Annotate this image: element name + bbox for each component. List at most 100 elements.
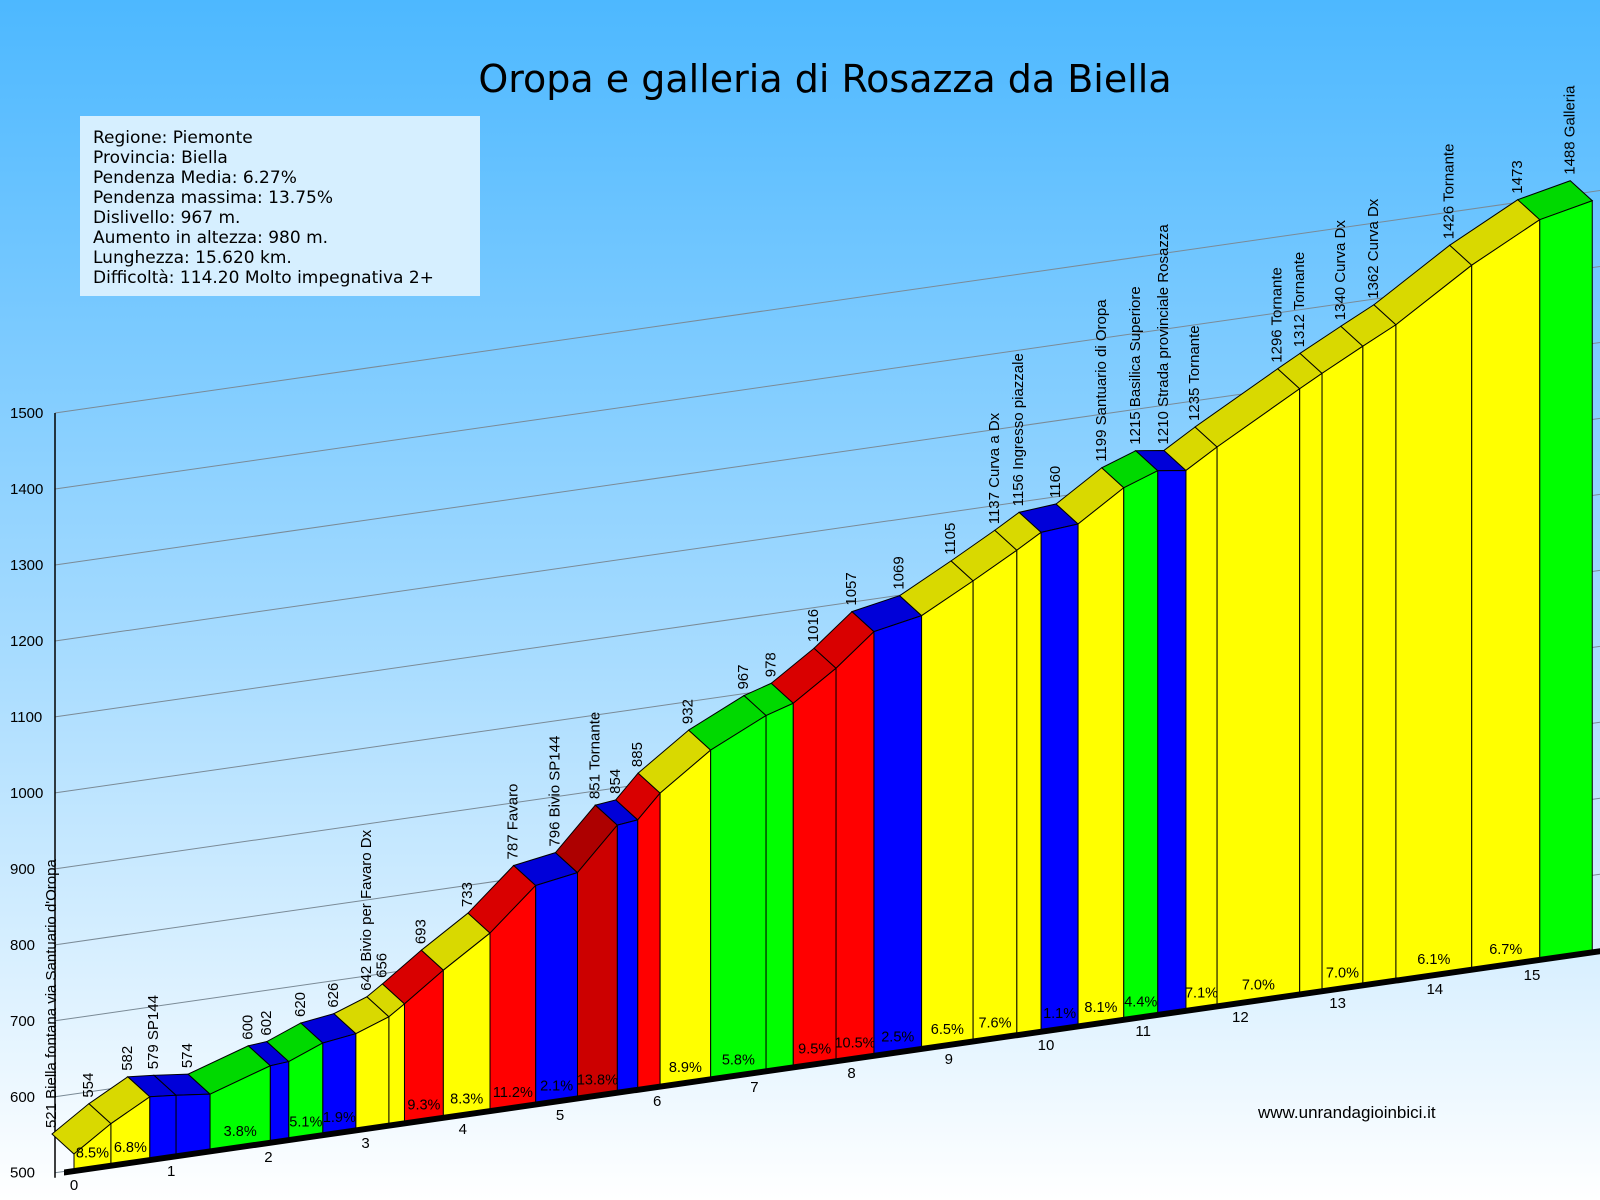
y-tick-label: 700 bbox=[10, 1013, 35, 1030]
grade-label: 5.8% bbox=[722, 1052, 755, 1068]
x-tick-label: 6 bbox=[653, 1093, 661, 1110]
profile-segment: 8.3% bbox=[420, 912, 491, 1118]
point-label: 1235 Tornante bbox=[1186, 325, 1203, 421]
point-label: 885 bbox=[629, 742, 646, 767]
profile-segment: 4.4% bbox=[1100, 450, 1159, 1020]
point-label: 978 bbox=[762, 652, 779, 677]
grade-label: 5.1% bbox=[289, 1115, 322, 1131]
grade-label: 2.1% bbox=[540, 1078, 573, 1094]
point-label: 620 bbox=[292, 992, 309, 1017]
profile-segment: 2.1% bbox=[512, 852, 579, 1105]
point-label: 787 Favaro bbox=[505, 784, 522, 860]
profile-segment: 5.8% bbox=[687, 694, 767, 1079]
point-label: 1137 Curva a Dx bbox=[986, 412, 1003, 524]
info-line-region: Regione: Piemonte bbox=[93, 128, 253, 148]
grade-label: 13.8% bbox=[577, 1073, 618, 1089]
segment-front-face bbox=[710, 714, 767, 1079]
grade-label: 3.8% bbox=[224, 1124, 257, 1140]
profile-segment: 5.1% bbox=[265, 1022, 324, 1140]
profile-segment: 13.8% bbox=[554, 804, 618, 1099]
point-label: 1488 Galleria bbox=[1561, 85, 1578, 175]
segment-front-face bbox=[1157, 469, 1187, 1015]
point-label: 642 Bivio per Favaro Dx bbox=[358, 829, 375, 990]
segment-front-face bbox=[576, 823, 618, 1099]
x-tick-label: 9 bbox=[945, 1051, 953, 1068]
point-label: 1340 Curva Dx bbox=[1332, 220, 1349, 321]
profile-segment: 3.8% bbox=[187, 1045, 272, 1151]
segment-front-face bbox=[972, 549, 1018, 1042]
profile-segment bbox=[1340, 304, 1397, 985]
x-tick-label: 2 bbox=[264, 1149, 272, 1166]
point-label: 1426 Tornante bbox=[1441, 144, 1458, 240]
point-label: 656 bbox=[373, 953, 390, 978]
grade-label: 4.4% bbox=[1124, 994, 1157, 1010]
segment-front-face bbox=[1123, 469, 1159, 1020]
segment-front-face bbox=[792, 667, 837, 1067]
x-tick-label: 8 bbox=[847, 1065, 855, 1082]
grade-label: 7.6% bbox=[978, 1015, 1011, 1031]
point-label: 1105 bbox=[942, 523, 959, 555]
point-label: 1016 bbox=[805, 609, 822, 642]
point-label: 521 Biella fontana via Santuario d'Oropa bbox=[43, 859, 60, 1129]
info-line-province: Provincia: Biella bbox=[93, 148, 228, 168]
profile-segment: 6.8% bbox=[88, 1076, 151, 1166]
grade-label: 6.8% bbox=[114, 1140, 147, 1156]
info-box: Regione: Piemonte Provincia: Biella Pend… bbox=[80, 116, 480, 296]
segment-front-face bbox=[535, 871, 578, 1105]
segment-front-face bbox=[355, 1015, 390, 1130]
point-label: 796 Bivio SP144 bbox=[546, 736, 563, 847]
y-tick-label: 1500 bbox=[10, 405, 43, 422]
segment-front-face bbox=[1321, 345, 1364, 991]
chart-title: Oropa e galleria di Rosazza da Biella bbox=[478, 57, 1171, 101]
point-label: 854 bbox=[607, 769, 624, 794]
point-label: 1312 Tornante bbox=[1291, 252, 1308, 348]
point-label: 582 bbox=[119, 1046, 136, 1071]
segment-front-face bbox=[765, 702, 794, 1071]
point-label: 1156 Ingresso piazzale bbox=[1010, 353, 1027, 506]
segment-front-face bbox=[1362, 323, 1397, 985]
grade-label: 7.0% bbox=[1326, 965, 1359, 981]
point-label: 626 bbox=[325, 983, 342, 1008]
y-tick-label: 1300 bbox=[10, 557, 43, 574]
x-tick-label: 4 bbox=[459, 1121, 467, 1138]
point-label: 1473 bbox=[1509, 160, 1526, 193]
x-tick-label: 15 bbox=[1524, 967, 1541, 984]
profile-segment: 2.5% bbox=[850, 595, 923, 1056]
grade-label: 9.5% bbox=[798, 1041, 831, 1057]
grade-label: 6.5% bbox=[931, 1022, 964, 1038]
point-label: 1210 Strada provinciale Rosazza bbox=[1155, 224, 1172, 445]
segment-front-face bbox=[1185, 445, 1218, 1011]
x-tick-label: 12 bbox=[1232, 1009, 1249, 1026]
segment-front-face bbox=[1077, 486, 1125, 1026]
segment-front-face bbox=[637, 791, 661, 1090]
profile-segment bbox=[333, 996, 390, 1130]
segment-front-face bbox=[659, 749, 712, 1087]
grid-line-1400 bbox=[54, 265, 1600, 490]
segment-front-face bbox=[616, 819, 639, 1093]
y-tick-label: 1000 bbox=[10, 785, 43, 802]
segment-front-face bbox=[388, 1002, 405, 1126]
grid-line-1500 bbox=[54, 190, 1600, 414]
segment-front-face bbox=[873, 614, 923, 1056]
point-label: 602 bbox=[258, 1011, 275, 1036]
point-label: 1069 bbox=[891, 556, 908, 589]
x-tick-label: 14 bbox=[1426, 981, 1443, 998]
profile-segment bbox=[366, 983, 406, 1126]
y-tick-label: 800 bbox=[10, 937, 35, 954]
point-label: 851 Tornante bbox=[586, 712, 603, 799]
x-tick-label: 1 bbox=[167, 1163, 175, 1180]
profile-segment: 8.9% bbox=[637, 729, 712, 1087]
website-url: www.unrandagioinbici.it bbox=[1257, 1103, 1436, 1122]
segment-front-face bbox=[921, 579, 974, 1049]
point-label: 574 bbox=[179, 1043, 196, 1068]
profile-segment: 7.0% bbox=[1194, 368, 1301, 1006]
y-tick-label: 600 bbox=[10, 1089, 35, 1106]
point-label: 600 bbox=[239, 1015, 256, 1040]
y-tick-label: 900 bbox=[10, 861, 35, 878]
point-label: 1296 Tornante bbox=[1269, 267, 1286, 363]
point-label: 1057 bbox=[843, 572, 860, 605]
profile-segment: 6.5% bbox=[898, 560, 974, 1049]
segment-front-face bbox=[175, 1093, 211, 1156]
